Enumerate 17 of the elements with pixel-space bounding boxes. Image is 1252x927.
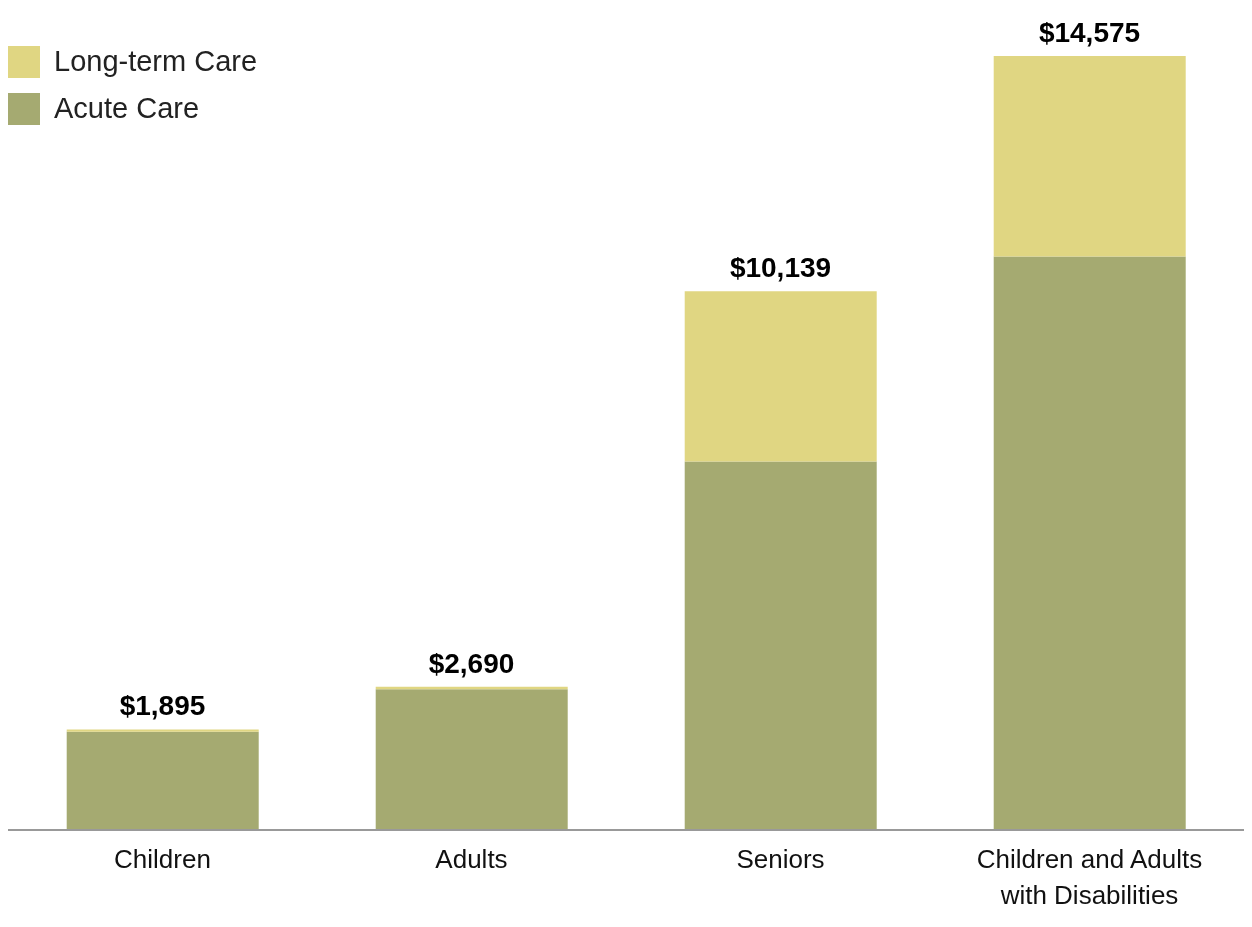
bar (375, 689, 568, 830)
annotation: $1,895 (119, 690, 206, 722)
bar (993, 56, 1186, 257)
annotation: $14,575 (1038, 17, 1141, 48)
x-tick-label: Children and Adults with Disabilities (976, 844, 1203, 910)
x-tick-label: Adults (435, 844, 508, 874)
annotation: $2,690 (428, 647, 515, 679)
bar (684, 461, 877, 830)
x-tick-label: Seniors (736, 844, 825, 874)
bar (66, 729, 259, 732)
bar (66, 731, 259, 830)
annotation: $10,139 (729, 252, 832, 284)
legend-label: Long-term Care (53, 44, 258, 79)
legend-label: Acute Care (53, 91, 201, 126)
x-tick-label: Children (114, 844, 211, 874)
bar (684, 291, 877, 462)
bar (993, 256, 1186, 830)
